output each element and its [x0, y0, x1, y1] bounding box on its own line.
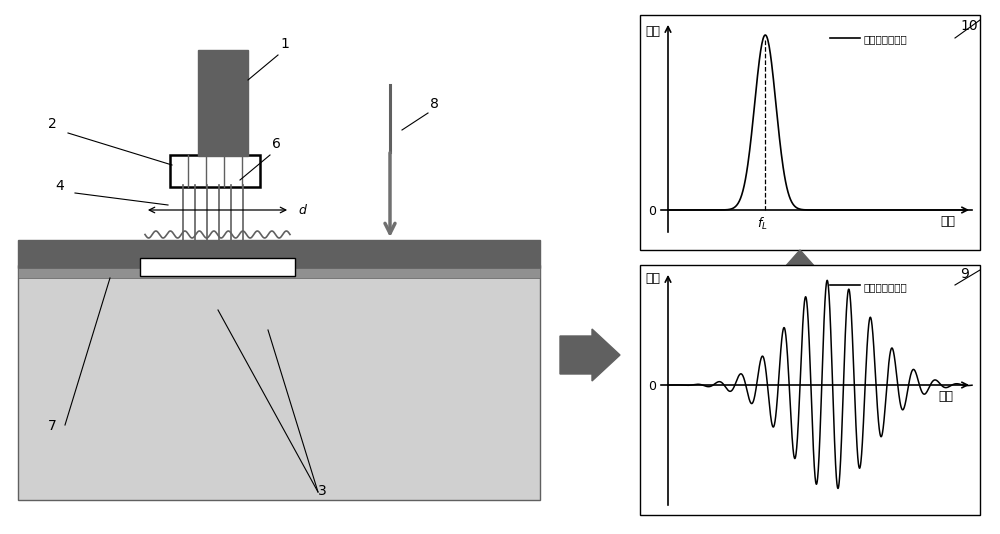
- Text: 2: 2: [48, 117, 57, 131]
- Bar: [140, 258, 295, 276]
- Text: 4: 4: [55, 179, 64, 193]
- Text: d: d: [298, 204, 306, 217]
- Text: 瑞利波时域信号: 瑞利波时域信号: [863, 282, 907, 292]
- Bar: [18, 240, 540, 268]
- Text: 0: 0: [648, 380, 656, 393]
- Text: 10: 10: [960, 19, 978, 33]
- Text: 6: 6: [272, 137, 281, 151]
- Text: 1: 1: [280, 37, 289, 51]
- Text: 频率: 频率: [940, 215, 955, 228]
- Bar: [18, 265, 540, 500]
- Text: 8: 8: [430, 97, 439, 111]
- Text: 9: 9: [960, 267, 969, 281]
- Text: 幅値: 幅値: [645, 272, 660, 285]
- Text: 0: 0: [648, 205, 656, 218]
- Text: 时间: 时间: [938, 390, 953, 403]
- Text: 兰纳波频域信号: 兰纳波频域信号: [863, 34, 907, 44]
- Bar: [640, 15, 980, 250]
- Bar: [198, 50, 248, 156]
- Bar: [640, 265, 980, 515]
- FancyArrow shape: [560, 329, 620, 381]
- FancyArrow shape: [784, 250, 816, 285]
- Bar: [18, 268, 540, 278]
- Text: 幅値: 幅値: [645, 25, 660, 38]
- Bar: [170, 155, 260, 187]
- Text: $f_L$: $f_L$: [757, 216, 768, 232]
- Text: 3: 3: [318, 484, 327, 498]
- Text: 7: 7: [48, 419, 57, 433]
